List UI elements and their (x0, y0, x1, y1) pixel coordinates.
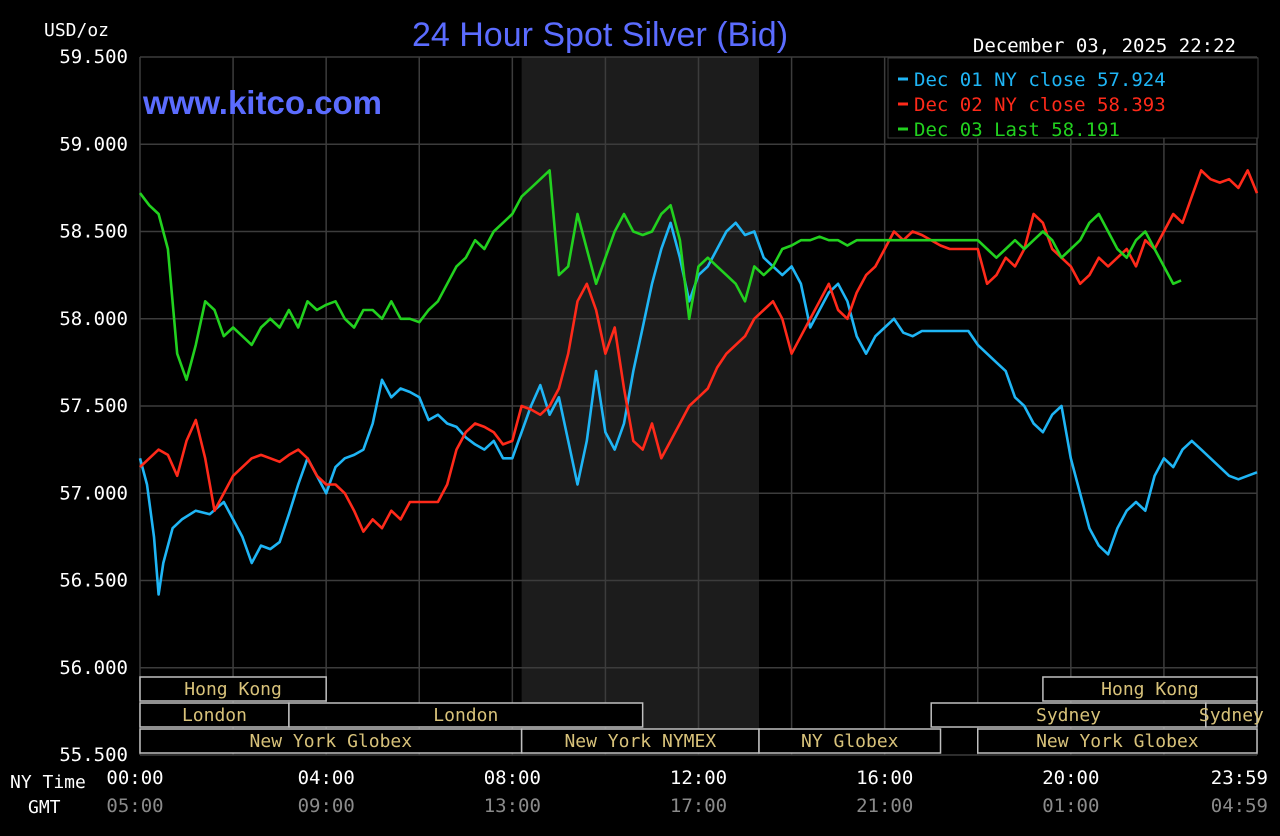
x-tick-gmt-label: 09:00 (298, 795, 355, 817)
price-lines (138, 169, 1259, 596)
y-tick-label: 59.500 (59, 46, 128, 68)
session-label: London (433, 705, 498, 726)
session-bar (977, 728, 1258, 754)
x-tick-ny-label: 12:00 (670, 767, 727, 789)
x-tick-gmt-label: 05:00 (106, 795, 163, 817)
x-axis-tick-labels: 00:00 05:00 04:00 09:00 08:00 13:00 12:00 17:00… (106, 767, 1268, 817)
y-tick-label: 59.000 (59, 133, 128, 155)
session-bar (139, 702, 290, 728)
session-bar (139, 676, 327, 702)
y-tick-label: 56.500 (59, 570, 128, 592)
session-bars: Hong Kong Hong Kong London London Sydney Sydn… (139, 676, 1264, 754)
x-tick-gmt-label: 17:00 (670, 795, 727, 817)
session-bar (1205, 702, 1258, 728)
legend-entry: Dec 02 NY close 58.393 (914, 94, 1166, 116)
y-tick-label: 58.000 (59, 308, 128, 330)
x-tick-ny-label: 04:00 (298, 767, 355, 789)
y-tick-label: 57.500 (59, 395, 128, 417)
legend-entry: Dec 01 NY close 57.924 (914, 69, 1166, 91)
y-tick-label: 58.500 (59, 221, 128, 243)
session-bar (758, 728, 942, 754)
y-axis-tick-labels: 55.500 56.000 56.500 57.000 57.500 58.000 58.5… (59, 46, 128, 766)
ny-time-label: NY Time (10, 772, 86, 793)
x-tick-ny-label: 08:00 (484, 767, 541, 789)
price-line-series-1 (139, 169, 1259, 533)
x-tick-gmt-label: 01:00 (1042, 795, 1099, 817)
session-label: New York Globex (250, 731, 413, 752)
session-bar (1042, 676, 1258, 702)
legend-box (887, 57, 1259, 139)
session-label: Sydney (1199, 705, 1264, 726)
x-tick-gmt-label: 21:00 (856, 795, 913, 817)
y-tick-label: 57.000 (59, 482, 128, 504)
x-tick-ny-label: 16:00 (856, 767, 913, 789)
session-label: London (182, 705, 247, 726)
session-label: Hong Kong (1101, 679, 1199, 700)
session-label: New York NYMEX (564, 731, 716, 752)
x-tick-ny-label: 23:59 (1211, 767, 1268, 789)
grid-lines (139, 56, 1258, 756)
y-tick-label: 55.500 (59, 744, 128, 766)
session-bar (520, 728, 760, 754)
chart-title: 24 Hour Spot Silver (Bid) (412, 16, 788, 54)
timestamp: December 03, 2025 22:22 (973, 35, 1236, 57)
gmt-label: GMT (28, 797, 61, 818)
session-label: Sydney (1036, 705, 1101, 726)
watermark: www.kitco.com (142, 84, 382, 121)
session-label: NY Globex (801, 731, 899, 752)
price-line-series-2 (138, 169, 1182, 382)
legend: Dec 01 NY close 57.924 Dec 02 NY close 58… (887, 57, 1259, 141)
y-tick-label: 56.000 (59, 657, 128, 679)
session-bar (288, 702, 644, 728)
price-line-series-0 (138, 221, 1258, 596)
session-bar (139, 728, 523, 754)
session-label: New York Globex (1036, 731, 1199, 752)
x-tick-ny-label: 00:00 (106, 767, 163, 789)
unit-label: USD/oz (44, 20, 109, 41)
x-tick-gmt-label: 04:59 (1211, 795, 1268, 817)
x-tick-ny-label: 20:00 (1042, 767, 1099, 789)
session-label: Hong Kong (184, 679, 282, 700)
x-tick-gmt-label: 13:00 (484, 795, 541, 817)
legend-entry: Dec 03 Last 58.191 (914, 119, 1120, 141)
session-bar (930, 702, 1207, 728)
